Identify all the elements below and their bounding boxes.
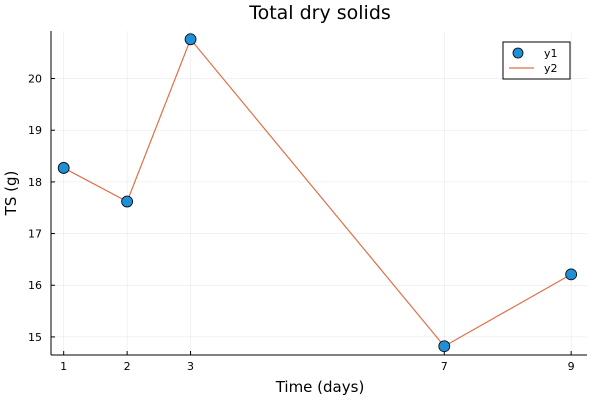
legend: y1 y2 <box>502 41 571 80</box>
data-point-y1 <box>184 33 197 46</box>
y-tick-label: 15 <box>28 331 42 344</box>
y-tick-label: 16 <box>28 279 42 292</box>
grid-layer <box>51 31 587 355</box>
chart-title: Total dry solids <box>248 2 391 24</box>
series-layer <box>57 33 578 353</box>
legend-box <box>502 41 571 80</box>
y-tick-label: 20 <box>28 73 42 86</box>
x-tick-label: 3 <box>187 360 194 373</box>
x-tick-label: 2 <box>124 360 131 373</box>
x-tick-label: 7 <box>441 360 448 373</box>
y-tick-label: 17 <box>28 228 42 241</box>
data-point-y1 <box>438 340 451 353</box>
data-point-y1 <box>565 268 578 281</box>
x-axis-label: Time (days) <box>275 378 365 396</box>
legend-label-y2: y2 <box>544 62 558 75</box>
axes-layer <box>50 31 587 356</box>
legend-label-y1: y1 <box>544 47 558 60</box>
data-point-y1 <box>121 195 134 208</box>
x-tick-label: 9 <box>568 360 575 373</box>
y-tick-label: 19 <box>28 124 42 137</box>
x-tick-label: 1 <box>60 360 67 373</box>
ticks-layer: 1 2 3 7 9 15 16 17 18 19 20 <box>28 73 575 373</box>
y-axis-label: TS (g) <box>2 171 20 217</box>
legend-marker-y1 <box>512 47 524 59</box>
series-line-y2 <box>63 38 572 347</box>
y-tick-label: 18 <box>28 176 42 189</box>
data-point-y1 <box>57 162 70 174</box>
